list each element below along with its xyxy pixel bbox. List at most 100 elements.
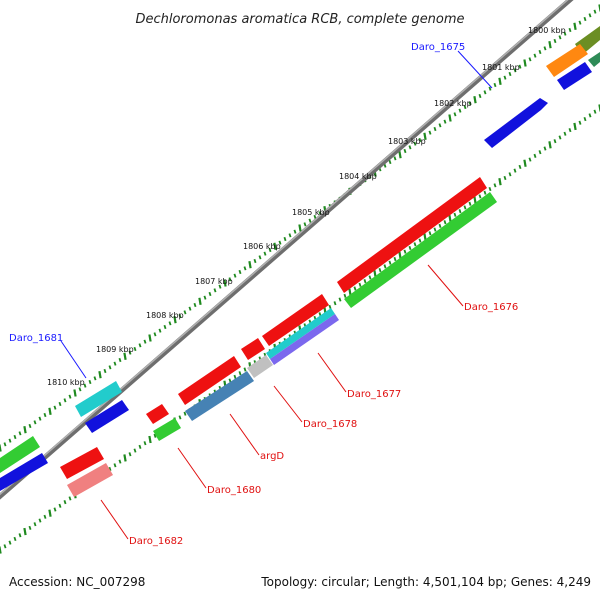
lower-tick bbox=[513, 168, 517, 173]
scale-tick bbox=[453, 112, 457, 117]
lower-tick bbox=[538, 150, 542, 155]
label-daro-1681[interactable]: Daro_1681 bbox=[9, 333, 63, 344]
scale-tick bbox=[38, 416, 42, 421]
lower-tick bbox=[138, 444, 142, 449]
genome-backbone bbox=[0, 0, 574, 500]
gene-daro-1682-pink[interactable] bbox=[67, 463, 113, 497]
lower-tick bbox=[118, 459, 122, 464]
scale-tick bbox=[573, 22, 577, 31]
gene-daro-1676-green[interactable] bbox=[344, 192, 497, 308]
lower-tick bbox=[23, 527, 27, 536]
scale-tick bbox=[533, 53, 537, 58]
gene-orange[interactable] bbox=[546, 44, 588, 77]
gene-daro-1680-green[interactable] bbox=[153, 418, 181, 441]
scale-label-1802: 1802 kbp bbox=[434, 99, 472, 108]
scale-tick bbox=[263, 251, 267, 256]
gene-daro-1678-gray[interactable] bbox=[247, 355, 273, 378]
lower-tick bbox=[413, 242, 417, 247]
scale-tick bbox=[568, 27, 572, 33]
gene-argd-red[interactable] bbox=[178, 356, 241, 405]
scale-tick bbox=[518, 64, 522, 69]
scale-tick bbox=[93, 376, 97, 381]
lower-tick bbox=[473, 196, 477, 204]
lower-tick bbox=[423, 233, 427, 241]
scale-tick bbox=[83, 383, 87, 388]
scale-tick bbox=[563, 31, 567, 36]
lower-tick bbox=[33, 522, 37, 527]
gene-daro-1681-blue[interactable] bbox=[85, 400, 129, 433]
lower-tick bbox=[363, 279, 367, 284]
lower-tick bbox=[388, 260, 392, 265]
lower-tick bbox=[38, 518, 42, 523]
gene-left-blue[interactable] bbox=[0, 453, 48, 491]
lower-tick bbox=[583, 116, 587, 122]
scale-tick bbox=[228, 277, 232, 282]
label-daro-1678[interactable]: Daro_1678 bbox=[303, 419, 357, 430]
gene-daro-1682-red[interactable] bbox=[60, 447, 104, 479]
label-daro-1676[interactable]: Daro_1676 bbox=[464, 302, 518, 313]
scale-tick bbox=[268, 247, 272, 253]
lower-tick bbox=[358, 282, 362, 287]
scale-label-1805: 1805 kbp bbox=[292, 208, 330, 217]
scale-tick bbox=[28, 423, 32, 429]
lower-tick bbox=[383, 264, 387, 269]
scale-tick bbox=[103, 368, 107, 374]
gene-daro-1677-cyan[interactable] bbox=[266, 308, 335, 359]
scale-tick bbox=[483, 90, 487, 95]
scale-tick bbox=[243, 266, 247, 271]
gene-left-green[interactable] bbox=[0, 436, 40, 473]
label-daro-1677[interactable]: Daro_1677 bbox=[347, 389, 401, 400]
label-daro-1682[interactable]: Daro_1682 bbox=[129, 536, 183, 547]
gene-daro-1676-red[interactable] bbox=[337, 177, 487, 293]
lower-tick bbox=[438, 223, 442, 228]
gene-daro-1677-red[interactable] bbox=[262, 294, 329, 346]
scale-label-1803: 1803 kbp bbox=[388, 137, 426, 146]
scale-tick bbox=[193, 302, 197, 308]
scale-tick bbox=[543, 46, 547, 51]
lower-tick bbox=[238, 371, 242, 376]
gene-olive-edge[interactable] bbox=[588, 52, 600, 67]
scale-tick bbox=[428, 130, 432, 135]
gene-daro-1678-red[interactable] bbox=[241, 338, 265, 360]
gene-argd-steel[interactable] bbox=[185, 371, 254, 421]
lower-tick bbox=[478, 194, 482, 199]
gene-labels: Daro_1675 Daro_1681 Daro_1676 Daro_1677 … bbox=[9, 42, 518, 547]
map-title: Dechloromonas aromatica RCB, complete ge… bbox=[135, 12, 464, 27]
lower-tick bbox=[378, 267, 382, 273]
scale-tick bbox=[138, 343, 142, 348]
lower-tick bbox=[13, 536, 17, 542]
gene-daro-1681-cyan[interactable] bbox=[75, 381, 122, 417]
genome-backbone-highlight bbox=[0, 0, 569, 496]
scale-tick bbox=[188, 306, 192, 311]
scale-tick bbox=[403, 148, 407, 154]
scale-tick bbox=[288, 233, 292, 238]
scale-tick bbox=[478, 93, 482, 99]
scale-tick bbox=[313, 214, 317, 220]
label-daro-1675[interactable]: Daro_1675 bbox=[411, 42, 465, 53]
lower-tick bbox=[493, 183, 497, 188]
gene-daro-1680-red[interactable] bbox=[146, 404, 169, 424]
scale-tick bbox=[538, 49, 542, 55]
gene-daro-1677-slate[interactable] bbox=[270, 314, 339, 365]
lower-tick bbox=[553, 139, 557, 144]
scale-tick bbox=[168, 321, 172, 326]
label-argd[interactable]: argD bbox=[260, 451, 284, 462]
lower-tick bbox=[533, 153, 537, 158]
scale-tick bbox=[528, 57, 532, 62]
lower-tick bbox=[63, 500, 67, 505]
label-daro-1680[interactable]: Daro_1680 bbox=[207, 485, 261, 496]
lower-tick bbox=[403, 249, 407, 254]
scale-tick bbox=[3, 442, 7, 447]
lower-tick bbox=[353, 286, 357, 291]
accession-text: Accession: NC_007298 bbox=[9, 575, 145, 589]
lower-tick bbox=[183, 411, 187, 416]
lower-tick bbox=[343, 293, 347, 298]
scale-tick bbox=[128, 350, 132, 355]
scale-tick bbox=[53, 405, 57, 410]
gene-blue-top[interactable] bbox=[557, 62, 592, 90]
gene-daro-1675[interactable] bbox=[484, 98, 548, 148]
lower-tick bbox=[123, 454, 127, 462]
lower-tick bbox=[243, 367, 247, 372]
lower-tick bbox=[458, 209, 462, 214]
lower-tick bbox=[528, 157, 532, 162]
